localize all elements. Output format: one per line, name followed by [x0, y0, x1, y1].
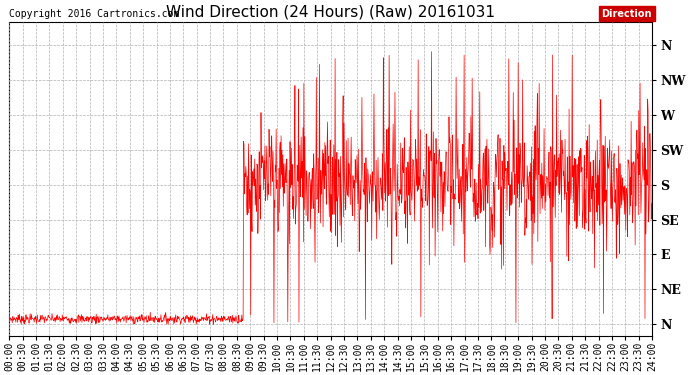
Title: Wind Direction (24 Hours) (Raw) 20161031: Wind Direction (24 Hours) (Raw) 20161031 [166, 4, 495, 19]
Text: Direction: Direction [602, 9, 652, 19]
Text: Copyright 2016 Cartronics.com: Copyright 2016 Cartronics.com [9, 9, 179, 19]
